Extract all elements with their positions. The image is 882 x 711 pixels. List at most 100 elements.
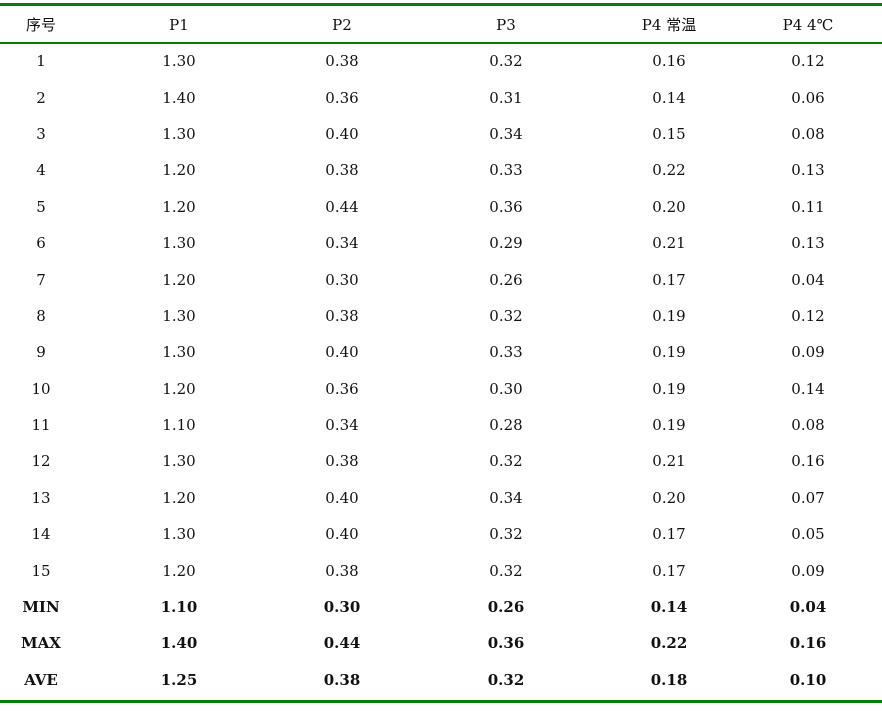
table-cell: 1.30: [162, 234, 196, 253]
table-cell: 0.21: [652, 234, 686, 253]
table-cell: 6: [36, 234, 46, 253]
column-header: P1: [169, 15, 189, 34]
table-cell: 0.34: [325, 234, 359, 253]
table-cell: 0.20: [652, 197, 686, 216]
table-cell: 0.32: [489, 306, 523, 325]
table-cell: 0.38: [325, 306, 359, 325]
table-cell: 0.32: [489, 52, 523, 71]
table-cell: 0.16: [652, 52, 686, 71]
table-cell: 0.34: [489, 124, 523, 143]
table-cell: 0.30: [325, 270, 359, 289]
table-row: 14 1.30 0.40 0.32 0.17 0.05: [0, 516, 882, 552]
table-body: 1 1.30 0.38 0.32 0.16 0.12 2 1.40 0.36 0.31 0.14 0.…: [0, 43, 882, 698]
table-cell: 0.12: [791, 52, 825, 71]
table-cell: 0.38: [325, 561, 359, 580]
table-cell: 4: [36, 161, 46, 180]
data-table: 序号 P1 P2 P3 P4 常温 P4 4℃ 1 1.30 0.38 0.32 0.16 0.12…: [0, 6, 882, 698]
table-cell: 0.40: [325, 525, 359, 544]
table-cell: 0.19: [652, 343, 686, 362]
table-row: 15 1.20 0.38 0.32 0.17 0.09: [0, 552, 882, 588]
table-cell: 0.38: [325, 161, 359, 180]
table-cell: 0.32: [489, 525, 523, 544]
table-cell: 0.14: [652, 88, 686, 107]
table-cell: 0.30: [323, 598, 361, 617]
table-cell: 1.20: [162, 488, 196, 507]
header-row: 序号 P1 P2 P3 P4 常温 P4 4℃: [0, 6, 882, 43]
table-cell: 0.07: [791, 488, 825, 507]
table-cell: 0.08: [791, 124, 825, 143]
table-cell: 0.38: [323, 670, 361, 689]
table-cell: 15: [31, 561, 51, 580]
table-cell: 12: [31, 452, 51, 471]
table-cell: 0.16: [791, 452, 825, 471]
table-cell: 1.30: [162, 525, 196, 544]
table-cell: 0.14: [791, 379, 825, 398]
table-cell: 1.20: [162, 561, 196, 580]
table-cell: 0.44: [323, 634, 361, 653]
table-cell: 1.20: [162, 161, 196, 180]
table-cell: 1.10: [162, 416, 196, 435]
table-cell: 0.22: [650, 634, 688, 653]
table-cell: 0.04: [791, 270, 825, 289]
table-cell: 0.40: [325, 488, 359, 507]
table-row: 7 1.20 0.30 0.26 0.17 0.04: [0, 261, 882, 297]
table-cell: 0.26: [489, 270, 523, 289]
table-cell: 0.20: [652, 488, 686, 507]
table-cell: 0.33: [489, 161, 523, 180]
column-header: P2: [332, 15, 352, 34]
table-cell: 0.19: [652, 379, 686, 398]
summary-row: MIN 1.10 0.30 0.26 0.14 0.04: [0, 589, 882, 625]
table-cell: 0.22: [652, 161, 686, 180]
table-cell: 0.06: [791, 88, 825, 107]
table-cell: 0.15: [652, 124, 686, 143]
table-cell: 9: [36, 343, 46, 362]
column-header: P4 常温: [641, 16, 697, 34]
column-header: 序号: [25, 16, 56, 34]
table-cell: 0.13: [791, 234, 825, 253]
top-rule: [0, 3, 882, 6]
table-cell: 0.38: [325, 452, 359, 471]
table-cell: 0.36: [325, 88, 359, 107]
table-row: 13 1.20 0.40 0.34 0.20 0.07: [0, 480, 882, 516]
table-cell: 0.26: [487, 598, 525, 617]
table-cell: 1.10: [160, 598, 198, 617]
table-cell: 0.18: [650, 670, 688, 689]
table-cell: 0.44: [325, 197, 359, 216]
table-cell: 0.36: [325, 379, 359, 398]
table-cell: 11: [31, 416, 51, 435]
table-cell: 0.28: [489, 416, 523, 435]
table-cell: 0.17: [652, 561, 686, 580]
table-cell: 0.17: [652, 525, 686, 544]
table-cell: 5: [36, 197, 46, 216]
table-cell: 8: [36, 306, 46, 325]
table-cell: 0.40: [325, 124, 359, 143]
table-cell: 0.38: [325, 52, 359, 71]
table-cell: 1.40: [162, 88, 196, 107]
summary-row: MAX 1.40 0.44 0.36 0.22 0.16: [0, 625, 882, 661]
table-cell: 1.20: [162, 197, 196, 216]
table-cell: 0.32: [489, 452, 523, 471]
column-header: P4 4℃: [782, 15, 834, 34]
table-row: 2 1.40 0.36 0.31 0.14 0.06: [0, 79, 882, 115]
table-cell: 0.19: [652, 306, 686, 325]
table-cell: 1: [36, 52, 46, 71]
table-row: 5 1.20 0.44 0.36 0.20 0.11: [0, 189, 882, 225]
table-cell: 2: [36, 88, 46, 107]
table-cell: 13: [31, 488, 51, 507]
table-cell: MIN: [22, 598, 60, 617]
table-cell: AVE: [24, 670, 58, 689]
table-cell: 0.32: [487, 670, 525, 689]
table-row: 9 1.30 0.40 0.33 0.19 0.09: [0, 334, 882, 370]
table-row: 10 1.20 0.36 0.30 0.19 0.14: [0, 371, 882, 407]
table-cell: 0.16: [789, 634, 827, 653]
table-cell: 0.21: [652, 452, 686, 471]
table-cell: 14: [31, 525, 51, 544]
header-rule: [0, 42, 882, 44]
table-cell: 0.13: [791, 161, 825, 180]
table-cell: 0.19: [652, 416, 686, 435]
table-cell: 0.09: [791, 343, 825, 362]
table-cell: 0.14: [650, 598, 688, 617]
table-cell: 0.04: [789, 598, 827, 617]
table-row: 4 1.20 0.38 0.33 0.22 0.13: [0, 152, 882, 188]
table-cell: 0.29: [489, 234, 523, 253]
